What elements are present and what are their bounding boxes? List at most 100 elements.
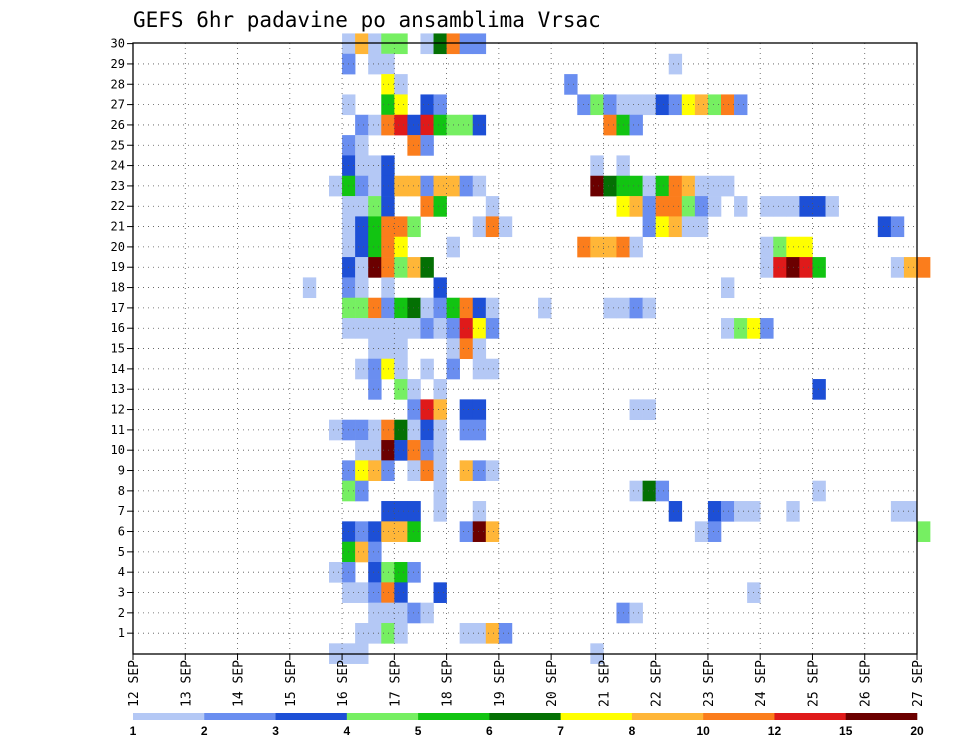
- heatmap-cell: [629, 196, 643, 217]
- heatmap-cell: [629, 236, 643, 258]
- heatmap-cell: [368, 541, 382, 563]
- heatmap-cell: [407, 501, 421, 522]
- x-tick-label: 12 SEP: [127, 660, 142, 707]
- legend-label: 15: [839, 724, 853, 738]
- heatmap-cell: [655, 216, 670, 238]
- heatmap-cell: [355, 277, 369, 299]
- y-tick-label: 14: [111, 362, 125, 376]
- x-tick-label: 20 SEP: [545, 660, 560, 707]
- heatmap-cell: [459, 297, 474, 319]
- heatmap-cell: [629, 297, 643, 319]
- heatmap-cell: [355, 236, 369, 258]
- heatmap-cell: [433, 440, 447, 461]
- heatmap-cell: [420, 399, 434, 421]
- y-tick-label: 18: [111, 281, 125, 295]
- heatmap-cell: [485, 460, 500, 481]
- y-tick-label: 26: [111, 118, 125, 132]
- heatmap-cell: [694, 94, 709, 116]
- heatmap-cell: [642, 94, 656, 116]
- heatmap-cell: [707, 501, 722, 522]
- x-tick-label: 18 SEP: [441, 660, 456, 707]
- y-tick-label: 16: [111, 321, 125, 335]
- heatmap-cell: [890, 257, 905, 278]
- heatmap-cell: [707, 196, 722, 217]
- heatmap-cell: [355, 297, 369, 319]
- heatmap-cell: [459, 114, 474, 136]
- heatmap-cell: [420, 114, 434, 136]
- heatmap-cell: [394, 419, 408, 441]
- heatmap-cell: [642, 480, 656, 502]
- heatmap-cell: [433, 114, 447, 136]
- x-tick-label: 14 SEP: [232, 660, 247, 707]
- heatmap-cell: [420, 94, 434, 116]
- heatmap-cell: [459, 521, 474, 542]
- heatmap-cell: [407, 257, 421, 278]
- y-tick-label: 23: [111, 179, 125, 193]
- legend-swatch: [774, 713, 847, 720]
- heatmap-cell: [355, 480, 369, 502]
- legend-label: 20: [910, 724, 924, 738]
- heatmap-cell: [355, 541, 369, 563]
- heatmap-cell: [407, 114, 421, 136]
- heatmap-cell: [472, 501, 487, 522]
- heatmap-cell: [734, 94, 748, 116]
- heatmap-cell: [472, 521, 487, 542]
- heatmap-cell: [734, 501, 748, 522]
- legend-swatch: [346, 713, 419, 720]
- heatmap-cell: [433, 460, 447, 481]
- heatmap-cell: [329, 419, 343, 441]
- legend-label: 6: [486, 724, 493, 738]
- heatmap-cell: [903, 501, 918, 522]
- heatmap-cell: [603, 94, 617, 116]
- heatmap-cell: [799, 196, 813, 217]
- heatmap-cell: [629, 94, 643, 116]
- heatmap-cell: [394, 175, 408, 197]
- heatmap-cell: [381, 53, 395, 75]
- heatmap-cell: [721, 277, 735, 299]
- heatmap-cell: [355, 114, 369, 136]
- y-tick-label: 1: [118, 626, 125, 640]
- heatmap-cell: [760, 196, 774, 217]
- heatmap-cell: [394, 114, 408, 136]
- heatmap-cell: [655, 480, 670, 502]
- heatmap-cell: [302, 277, 317, 299]
- x-tick-label: 17 SEP: [388, 660, 403, 707]
- heatmap-cell: [433, 94, 447, 116]
- y-tick-label: 15: [111, 342, 125, 356]
- heatmap-cell: [394, 257, 408, 278]
- heatmap-cell: [812, 379, 826, 400]
- heatmap-cell: [721, 318, 735, 339]
- heatmap-cell: [642, 399, 656, 421]
- legend-swatch: [418, 713, 490, 720]
- heatmap-cell: [368, 521, 382, 542]
- x-tick-label: 27 SEP: [911, 660, 926, 707]
- heatmap-cell: [368, 216, 382, 238]
- heatmap-cell: [355, 419, 369, 441]
- heatmap-cell: [368, 419, 382, 441]
- heatmap-cell: [381, 501, 395, 522]
- heatmap-cell: [355, 582, 369, 603]
- y-tick-label: 22: [111, 199, 125, 213]
- heatmap-cell: [381, 216, 395, 238]
- heatmap-cell: [394, 33, 408, 55]
- heatmap-cell: [734, 318, 748, 339]
- heatmap-cell: [472, 33, 487, 55]
- heatmap-cell: [721, 175, 735, 197]
- heatmap-cell: [694, 175, 709, 197]
- legend-label: 7: [557, 724, 564, 738]
- heatmap-cell: [420, 196, 434, 217]
- heatmap-cell: [694, 216, 709, 238]
- legend-label: 12: [768, 724, 782, 738]
- legend-swatch: [631, 713, 704, 720]
- heatmap-cell: [668, 501, 683, 522]
- heatmap-cell: [355, 257, 369, 278]
- heatmap-cell: [394, 623, 408, 644]
- heatmap-cell: [655, 94, 670, 116]
- chart-gridlines: [133, 43, 917, 654]
- heatmap-cell: [368, 562, 382, 583]
- heatmap-cell: [629, 480, 643, 502]
- heatmap-cell: [381, 318, 395, 339]
- heatmap-cell: [420, 297, 434, 319]
- heatmap-cell: [368, 623, 382, 644]
- y-tick-label: 17: [111, 301, 125, 315]
